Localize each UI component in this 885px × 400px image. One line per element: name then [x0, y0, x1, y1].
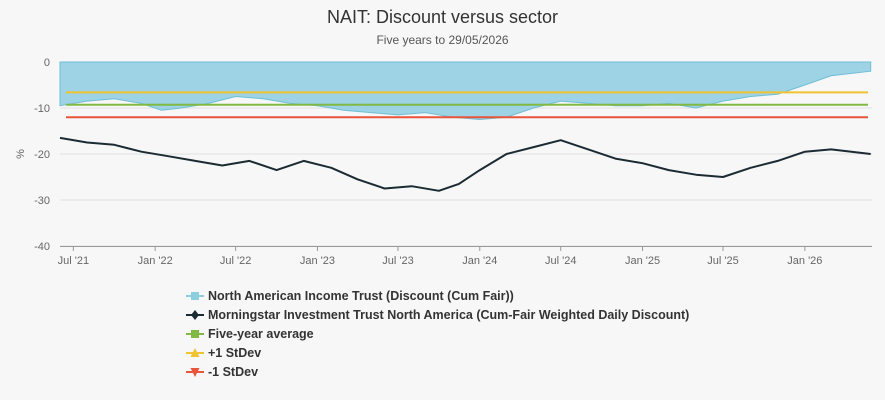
- diamond-legend-icon: [186, 309, 204, 320]
- line-series-sector: [59, 136, 871, 192]
- y-tick-label: -20: [34, 149, 50, 161]
- legend-label: +1 StDev: [208, 345, 262, 360]
- line-layer: [59, 136, 871, 192]
- x-tick-label: Jul '23: [382, 255, 413, 267]
- legend-item[interactable]: Morningstar Investment Trust North Ameri…: [186, 305, 689, 324]
- square-legend-icon: [186, 329, 204, 338]
- y-tick-label: -10: [34, 103, 50, 115]
- legend-label: -1 StDev: [208, 364, 259, 379]
- x-tick-label: Jan '26: [787, 255, 822, 267]
- legend-item[interactable]: -1 StDev: [186, 362, 689, 381]
- area-layer: [59, 61, 872, 121]
- x-tick-label: Jul '22: [220, 255, 251, 267]
- x-tick-label: Jul '25: [707, 255, 738, 267]
- y-axis-title: %: [15, 149, 27, 159]
- legend-item[interactable]: North American Income Trust (Discount (C…: [186, 286, 689, 305]
- y-tick-label: 0: [44, 57, 50, 69]
- chart-title: NAIT: Discount versus sector: [326, 7, 559, 27]
- triangle-up-legend-icon: [186, 347, 204, 357]
- y-tick-label: -40: [34, 241, 50, 253]
- x-tick-label: Jul '21: [58, 255, 89, 267]
- x-tick-label: Jan '24: [462, 255, 497, 267]
- chart-subtitle: Five years to 29/05/2026: [376, 33, 509, 47]
- legend-item[interactable]: Five-year average: [186, 324, 689, 343]
- legend-label: Morningstar Investment Trust North Ameri…: [208, 307, 690, 322]
- legend-item[interactable]: +1 StDev: [186, 343, 689, 362]
- legend-label: North American Income Trust (Discount (C…: [208, 288, 514, 303]
- x-tick-label: Jan '23: [300, 255, 335, 267]
- x-tick-label: Jan '22: [138, 255, 173, 267]
- chart-plot: 0 -10 -20 -30 -40% Jul '21 Jan '22 Jul '22 Jan '…: [15, 57, 872, 267]
- legend: North American Income Trust (Discount (C…: [186, 286, 689, 381]
- x-tick-label: Jan '25: [625, 255, 660, 267]
- square-legend-icon: [186, 291, 204, 300]
- legend-label: Five-year average: [208, 326, 314, 341]
- axis-layer: 0 -10 -20 -30 -40% Jul '21 Jan '22 Jul '22 Jan '…: [15, 57, 872, 267]
- x-tick-label: Jul '24: [545, 255, 576, 267]
- hline-layer: [66, 91, 868, 119]
- triangle-down-legend-icon: [186, 367, 204, 377]
- y-tick-label: -30: [34, 195, 50, 207]
- area-series-nait: [59, 61, 872, 121]
